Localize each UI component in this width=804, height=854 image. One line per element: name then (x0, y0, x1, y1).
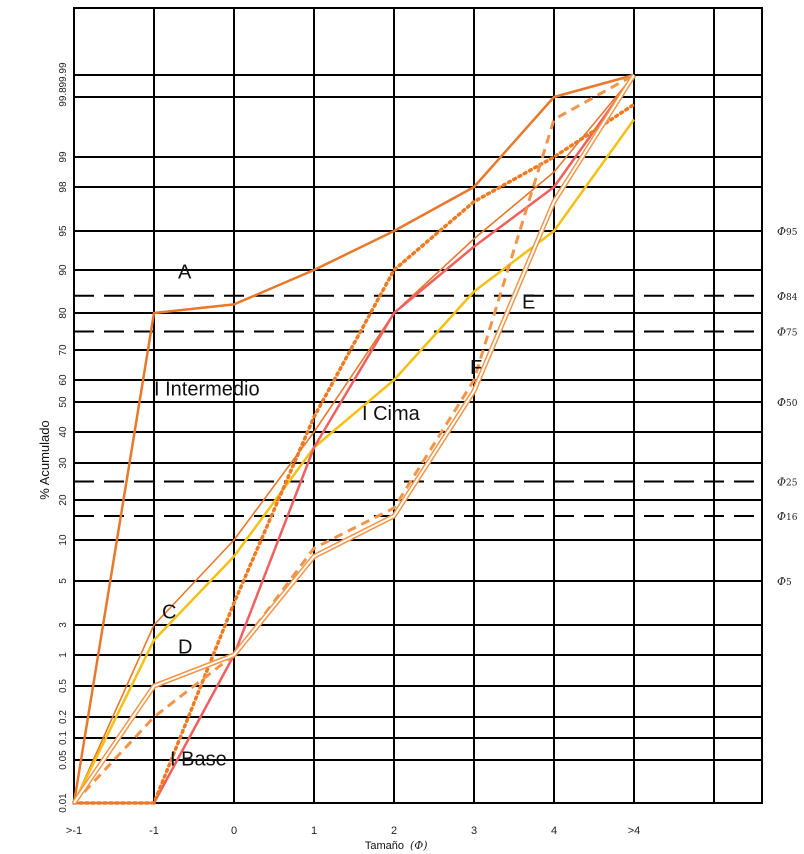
y-tick-label: 70 (58, 344, 69, 356)
series-lines (71, 73, 637, 805)
x-tick-label: 1 (311, 825, 317, 837)
y-tick-label: 40 (58, 426, 69, 438)
y-tick-label: 1 (58, 652, 69, 658)
percentile-label: Φ84 (777, 290, 798, 303)
y-tick-label: 99.8 (58, 87, 69, 107)
percentile-label: Φ25 (777, 476, 798, 489)
y-tick-label: 3 (58, 622, 69, 628)
percentile-subscript: 50 (786, 399, 798, 409)
series-line (72, 73, 635, 805)
y-tick-labels: 0.01 0.05 0.1 0.2 0.5 1 3 5 10 20 30 40 50 60 70 80 90 95… (58, 62, 69, 813)
y-tick-label: 60 (58, 374, 69, 386)
percentile-subscript: 95 (786, 228, 798, 238)
x-tick-label: >4 (628, 825, 641, 837)
x-tick-label: 4 (551, 825, 557, 837)
y-tick-label: 98 (58, 181, 69, 193)
series-line (72, 73, 635, 804)
y-tick-label: 99 (58, 151, 69, 163)
series-line (74, 74, 636, 805)
x-tick-labels: >-1 -1 0 1 2 3 4 >4 (66, 825, 640, 837)
series-line-double-outer (71, 73, 637, 805)
annotation-label: I Cima (362, 403, 421, 425)
y-tick-label: 0.5 (58, 679, 69, 693)
annotation-label: A (178, 262, 192, 284)
percentile-subscript: 84 (786, 293, 798, 303)
y-tick-label: 95 (58, 225, 69, 237)
y-tick-label: 0.2 (58, 710, 69, 724)
y-tick-label: 0.1 (58, 731, 69, 745)
y-tick-label: 0.01 (58, 793, 69, 813)
percentile-label: Φ16 (777, 510, 798, 523)
percentile-lines: Φ95 Φ84 Φ75 Φ50 Φ25 Φ16 Φ5 (74, 225, 798, 588)
percentile-subscript: 16 (786, 513, 798, 523)
percentile-label: Φ50 (777, 396, 798, 409)
y-tick-label: 5 (58, 578, 69, 584)
x-tick-label: 3 (471, 825, 477, 837)
y-tick-label: 80 (58, 307, 69, 319)
x-axis-title-symbol: (Φ) (410, 839, 428, 852)
percentile-subscript: 5 (786, 578, 792, 588)
series-line-double-inner (73, 74, 635, 804)
percentile-subscript: 75 (786, 329, 798, 339)
x-tick-label: -1 (149, 825, 159, 837)
y-tick-label: 20 (58, 494, 69, 506)
annotations: A CD E F I Intermedio I Cima I Base (154, 262, 535, 771)
annotation-label: D (178, 637, 192, 659)
y-tick-label: 10 (58, 534, 69, 546)
percentile-label: Φ5 (777, 575, 792, 588)
series-line (73, 74, 635, 804)
annotation-label: I Base (170, 748, 227, 770)
y-tick-label: 99.99 (58, 62, 69, 87)
y-tick-label: 0.05 (58, 750, 69, 770)
x-tick-label: 0 (231, 825, 237, 837)
annotation-label: I Intermedio (154, 378, 260, 400)
y-tick-label: 90 (58, 264, 69, 276)
x-axis-title: Tamaño (365, 840, 404, 852)
annotation-label: C (162, 601, 176, 623)
x-tick-label: >-1 (66, 825, 82, 837)
annotation-label: E (522, 292, 535, 314)
x-tick-label: 2 (391, 825, 397, 837)
percentile-label: Φ95 (777, 225, 798, 238)
series-line (72, 118, 636, 804)
annotation-label: F (470, 357, 482, 379)
y-axis-title: % Acumulado (37, 420, 52, 500)
percentile-subscript: 25 (786, 479, 798, 489)
y-tick-label: 50 (58, 396, 69, 408)
y-tick-label: 30 (58, 457, 69, 469)
percentile-label: Φ75 (777, 326, 798, 339)
